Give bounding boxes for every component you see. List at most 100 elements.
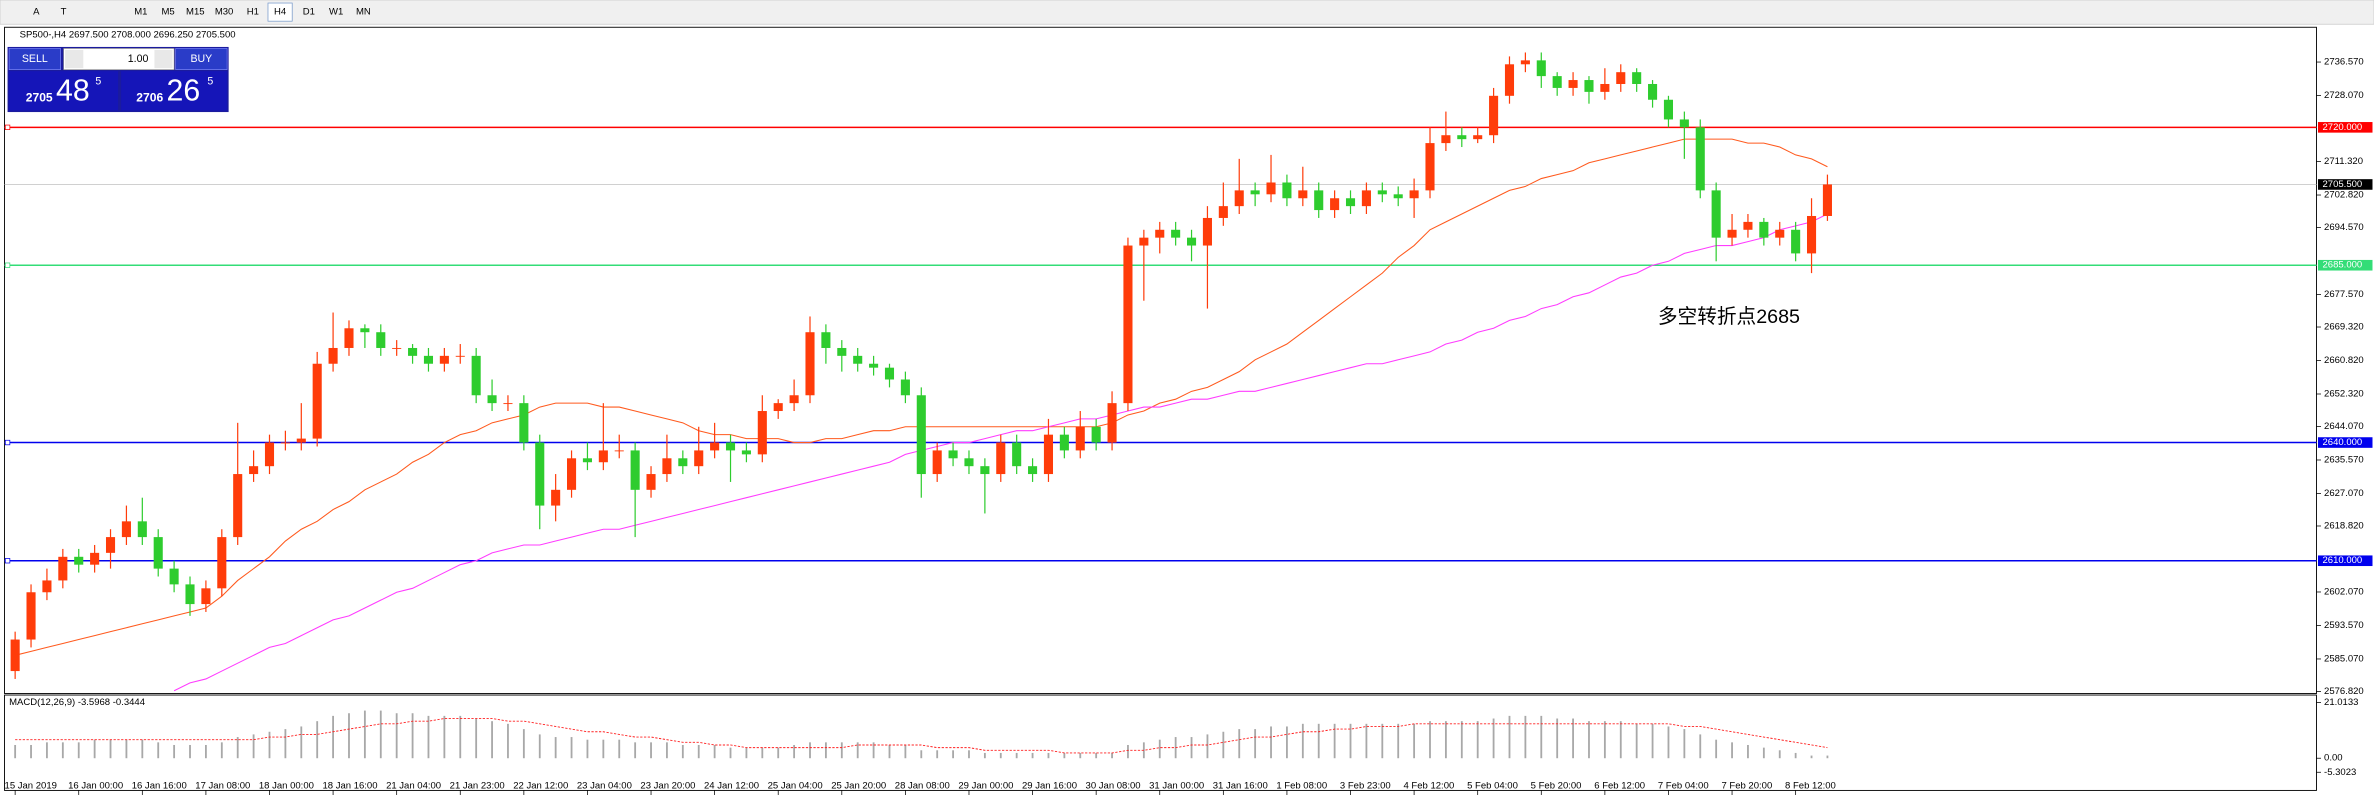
sell-button[interactable] — [8, 48, 61, 70]
toolbar-button-active[interactable] — [267, 2, 293, 22]
buy-price-box[interactable] — [121, 71, 228, 111]
candle-body — [1012, 442, 1022, 467]
candle-body — [1711, 190, 1721, 238]
x-tick-label: 4 Feb 12:00 — [1404, 780, 1455, 791]
candle-body — [312, 363, 322, 439]
level-tag — [2317, 122, 2373, 133]
macd-bar — [1762, 747, 1765, 759]
candle-body — [439, 355, 449, 364]
macd-bar — [395, 713, 398, 759]
macd-bar — [554, 737, 557, 759]
candle-body — [1361, 190, 1371, 207]
macd-bar — [1286, 726, 1288, 759]
macd-bar — [1301, 723, 1304, 759]
volume-value[interactable]: 1.00 — [128, 53, 149, 65]
macd-bar — [1206, 734, 1209, 759]
toolbar-button[interactable]: MN — [356, 7, 371, 18]
macd-bar — [983, 752, 986, 759]
toolbar-button[interactable]: A — [33, 7, 40, 18]
macd-bar — [427, 715, 430, 759]
candle-body — [710, 442, 720, 451]
macd-bar — [1190, 737, 1193, 759]
macd-bar — [141, 739, 144, 759]
candle-body — [1345, 198, 1356, 207]
candle-body — [1091, 426, 1101, 443]
x-tick-label: 15 Jan 2019 — [5, 780, 57, 791]
volume-field[interactable] — [63, 48, 175, 70]
macd-bar — [1317, 723, 1320, 759]
volume-down[interactable] — [65, 49, 84, 69]
candle-body — [1250, 190, 1260, 195]
macd-bar — [189, 744, 191, 759]
macd-bar — [1270, 726, 1272, 759]
candle-body — [757, 411, 767, 455]
macd-bar — [1619, 721, 1622, 759]
y-tick-label: 2618.820 — [2324, 521, 2364, 532]
sell-label[interactable]: SELL — [22, 53, 48, 65]
candle-body — [42, 580, 52, 593]
volume-up[interactable] — [154, 49, 173, 69]
candle-body — [1187, 237, 1197, 246]
candle-body — [1743, 221, 1753, 230]
macd-bar — [61, 742, 64, 759]
candle-body — [789, 395, 799, 404]
macd-bar — [1588, 721, 1590, 759]
buy-price-frac: 5 — [207, 76, 213, 88]
candle-body — [1663, 99, 1674, 120]
candle-body — [1791, 229, 1801, 254]
macd-bar — [920, 750, 923, 759]
x-tick-label: 25 Jan 20:00 — [831, 780, 886, 791]
y-tick-label: 2593.570 — [2324, 620, 2364, 631]
trade-panel: SELL 1.00 BUY 2705 48 5 2706 26 5 — [7, 46, 229, 113]
macd-bar — [363, 710, 366, 759]
candle-body — [1489, 95, 1499, 136]
macd-bar — [1778, 750, 1781, 759]
y-tick-label: 2576.820 — [2324, 686, 2364, 697]
macd-bar — [570, 737, 573, 759]
toolbar-button[interactable]: W1 — [329, 7, 343, 18]
buy-button[interactable] — [175, 48, 228, 70]
annotation: 多空转折点2685 — [1658, 306, 1800, 328]
candle-body — [344, 328, 354, 348]
toolbar-button[interactable]: M15 — [186, 7, 205, 18]
toolbar-button[interactable]: D1 — [303, 7, 315, 18]
macd-bar — [522, 729, 525, 759]
macd-bar — [1365, 723, 1368, 759]
y-tick-label: 2736.570 — [2324, 57, 2364, 68]
candle-body — [1727, 229, 1737, 238]
sell-price-box[interactable] — [9, 71, 119, 111]
toolbar-button[interactable]: T — [61, 7, 67, 18]
macd-bar — [1492, 718, 1495, 759]
macd-title: MACD(12,26,9) -3.5968 -0.3444 — [9, 697, 146, 708]
candle-body — [519, 403, 529, 443]
x-tick-label: 5 Feb 20:00 — [1531, 780, 1582, 791]
level-handle — [4, 558, 11, 564]
x-tick-label: 5 Feb 04:00 — [1467, 780, 1518, 791]
candle-body — [1520, 60, 1530, 65]
x-tick-label: 25 Jan 04:00 — [768, 780, 823, 791]
candle-body — [487, 395, 497, 404]
macd-bar — [872, 742, 875, 759]
macd-bar — [1540, 715, 1543, 759]
macd-bar — [1810, 755, 1813, 759]
macd-bar — [1031, 752, 1034, 759]
buy-label[interactable]: BUY — [190, 53, 212, 65]
toolbar-button[interactable]: M30 — [215, 7, 234, 18]
candle-body — [916, 395, 926, 475]
level-label: 2610.000 — [2323, 555, 2363, 566]
toolbar-button[interactable]: H4 — [274, 7, 287, 18]
macd-bar — [904, 744, 907, 759]
macd-bar — [300, 726, 303, 759]
sell-price-big: 2705 — [26, 91, 53, 105]
macd-bar — [268, 731, 271, 759]
macd-bar — [157, 742, 160, 759]
candle-body — [1123, 245, 1133, 404]
y-tick-label: 2652.320 — [2324, 389, 2364, 400]
toolbar-button[interactable]: H1 — [247, 7, 259, 18]
toolbar-button[interactable]: M1 — [134, 7, 147, 18]
current-price-label: 2705.500 — [2323, 179, 2363, 190]
candle-body — [1059, 434, 1069, 451]
candle-body — [1679, 119, 1689, 128]
macd-bar — [30, 744, 32, 759]
toolbar-button[interactable]: M5 — [161, 7, 174, 18]
